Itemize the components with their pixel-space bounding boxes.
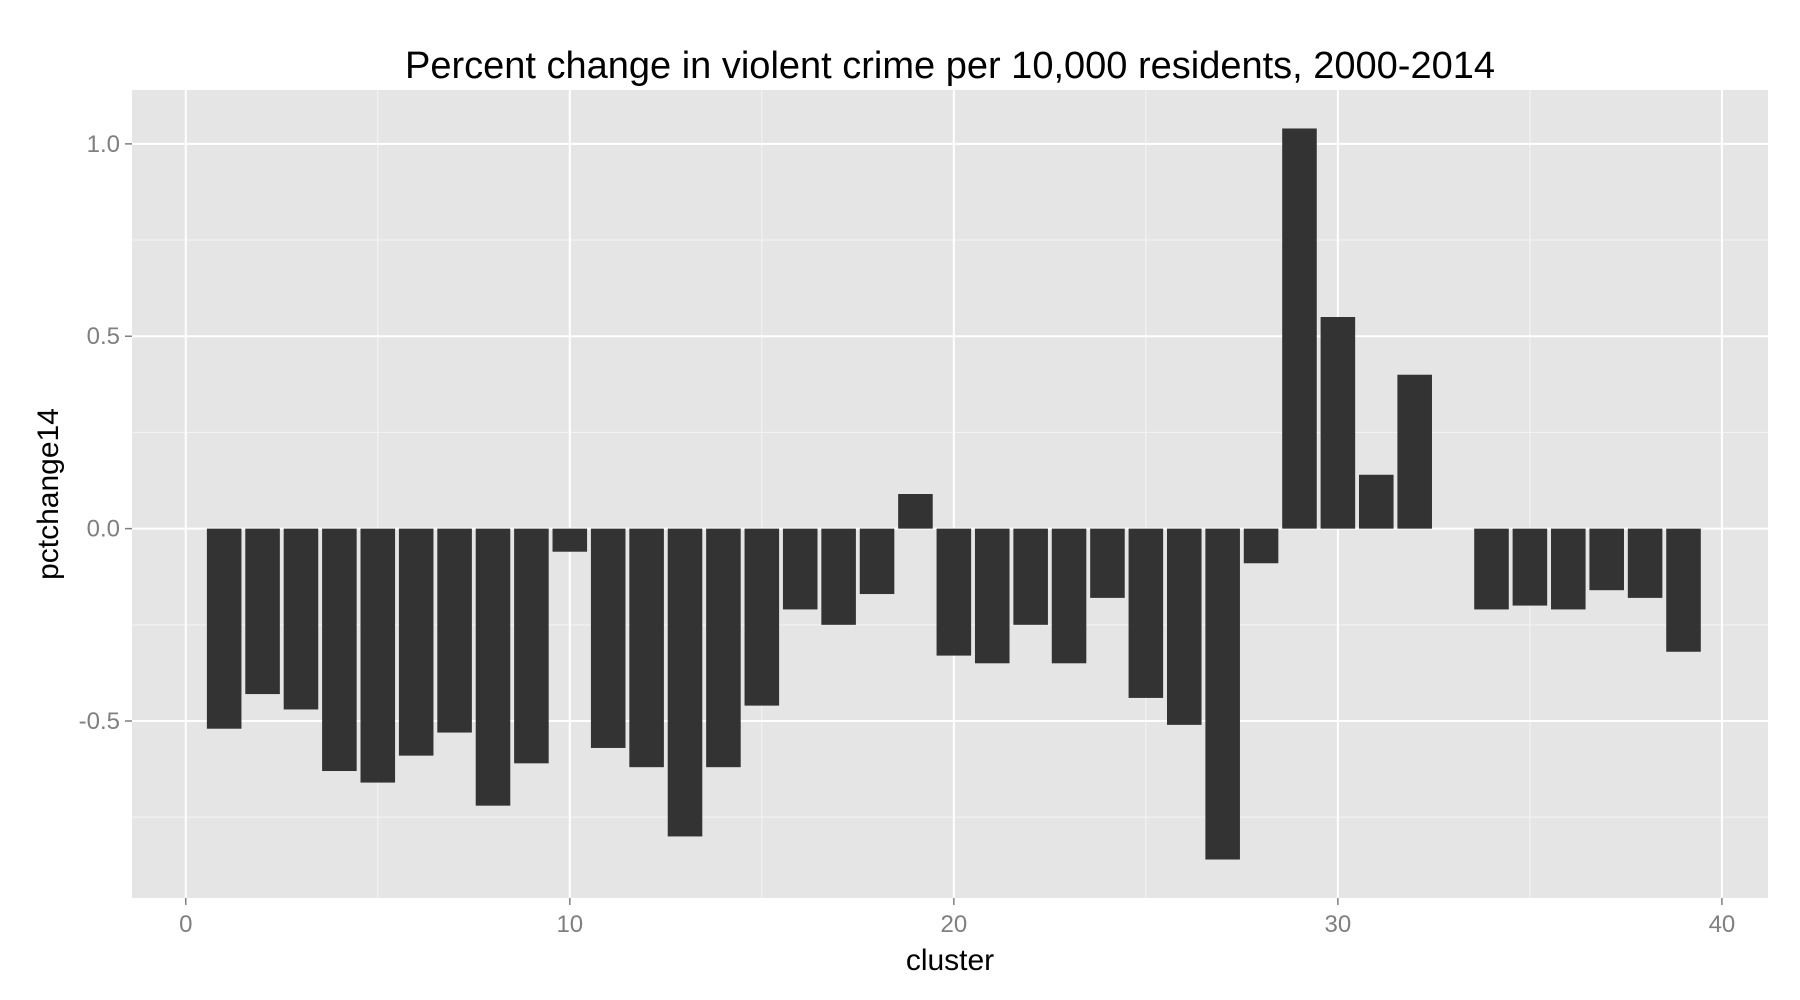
y-tick-label: -0.5: [79, 708, 120, 735]
bar-cluster-27: [1205, 528, 1240, 860]
bar-cluster-12: [629, 528, 664, 768]
bar-cluster-3: [283, 528, 319, 710]
y-tick-label: 0.0: [87, 516, 120, 543]
bar-cluster-5: [360, 528, 396, 783]
x-tick-label: 20: [940, 911, 967, 938]
x-tick-label: 10: [556, 911, 583, 938]
bar-cluster-18: [859, 528, 895, 595]
bar-cluster-23: [1051, 528, 1087, 664]
bar-cluster-19: [898, 494, 933, 529]
bar-cluster-13: [667, 528, 703, 837]
x-tick-label: 30: [1325, 911, 1352, 938]
bar-cluster-21: [974, 528, 1010, 664]
bar-cluster-39: [1666, 528, 1701, 652]
bar-cluster-37: [1589, 528, 1624, 591]
y-tick-label: 0.5: [87, 323, 120, 350]
bar-cluster-16: [782, 528, 818, 610]
bar-cluster-31: [1359, 474, 1394, 529]
bar-cluster-24: [1090, 528, 1125, 598]
bar-cluster-7: [437, 528, 472, 733]
bar-cluster-25: [1128, 528, 1164, 698]
bar-cluster-4: [322, 528, 357, 772]
chart-title: Percent change in violent crime per 10,0…: [405, 45, 1495, 87]
bar-cluster-8: [475, 528, 511, 806]
x-axis-label: cluster: [906, 944, 994, 977]
bar-cluster-6: [398, 528, 434, 756]
bar-cluster-36: [1551, 528, 1586, 610]
y-tick-label: 1.0: [87, 131, 120, 158]
bar-cluster-30: [1320, 317, 1356, 529]
bar-cluster-26: [1166, 528, 1202, 725]
x-tick-label: 0: [179, 911, 192, 938]
bar-cluster-9: [514, 528, 549, 764]
x-tick-label: 40: [1709, 911, 1736, 938]
y-axis: -0.5 0.0 0.5 1.0: [79, 131, 132, 735]
bar-cluster-10: [552, 528, 588, 552]
bar-cluster-32: [1397, 374, 1432, 529]
bar-cluster-11: [590, 528, 626, 748]
bar-cluster-17: [821, 528, 856, 625]
bar-cluster-29: [1282, 128, 1317, 529]
y-axis-label: pctchange14: [32, 408, 65, 580]
x-axis: 0 10 20 30 40: [179, 898, 1735, 938]
bar-cluster-1: [206, 528, 242, 729]
plot-panel: [132, 90, 1768, 898]
bar-cluster-2: [245, 528, 280, 695]
bar-cluster-15: [744, 528, 780, 706]
bar-cluster-38: [1627, 528, 1663, 598]
bar-cluster-14: [706, 528, 741, 768]
bar-series: [206, 128, 1701, 860]
bar-cluster-35: [1512, 528, 1548, 606]
bar-cluster-34: [1474, 528, 1509, 610]
bar-cluster-20: [936, 528, 972, 656]
bar-cluster-22: [1013, 528, 1048, 625]
bar-cluster-28: [1243, 528, 1279, 564]
